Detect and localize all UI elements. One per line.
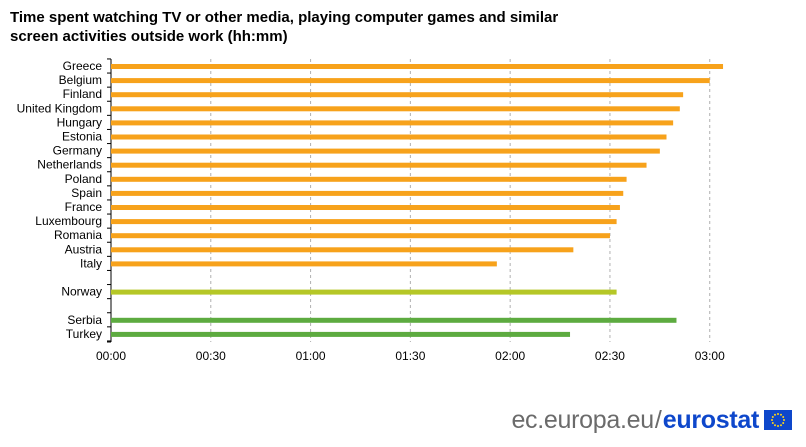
x-tick-label: 01:30 (395, 349, 425, 363)
bar-romania[interactable] (111, 233, 610, 239)
x-tick-label: 00:30 (196, 349, 226, 363)
x-tick-label: 02:00 (495, 349, 525, 363)
x-tick-label: 02:30 (595, 349, 625, 363)
category-label: France (65, 200, 103, 214)
category-label: Germany (53, 144, 102, 158)
category-label: Italy (80, 256, 102, 270)
bar-austria[interactable] (111, 247, 574, 253)
category-label: Belgium (59, 73, 102, 87)
bar-netherlands[interactable] (111, 162, 647, 168)
category-label: Romania (54, 228, 102, 242)
category-label: Hungary (57, 115, 102, 129)
category-label: Poland (65, 172, 102, 186)
eurostat-logo-text[interactable]: eurostat (662, 405, 760, 434)
category-label: Greece (63, 59, 103, 73)
footer-url[interactable]: ec.europa.eu (511, 405, 654, 434)
category-label: Serbia (67, 313, 102, 327)
bar-germany[interactable] (111, 148, 660, 154)
eu-flag-icon (764, 410, 792, 430)
category-label: Luxembourg (35, 214, 102, 228)
x-tick-label: 01:00 (296, 349, 326, 363)
bar-belgium[interactable] (111, 78, 710, 84)
bar-france[interactable] (111, 205, 620, 210)
chart-title: Time spent watching TV or other media, p… (10, 8, 650, 46)
bar-serbia[interactable] (111, 317, 677, 323)
bar-hungary[interactable] (111, 120, 674, 126)
category-label: Norway (61, 285, 102, 299)
x-tick-label: 00:00 (96, 349, 126, 363)
category-label: Turkey (66, 327, 102, 341)
bar-greece[interactable] (111, 64, 724, 69)
eurostat-footer: ec.europa.eu / eurostat (511, 405, 792, 435)
chart-title-line-1: Time spent watching TV or other media, p… (10, 9, 559, 26)
category-label: Estonia (62, 130, 102, 144)
bar-spain[interactable] (111, 190, 624, 196)
category-label: Austria (65, 242, 103, 256)
category-label: Spain (71, 186, 102, 200)
category-label: Netherlands (37, 158, 102, 172)
bar-turkey[interactable] (111, 331, 571, 337)
bar-united-kingdom[interactable] (111, 106, 680, 112)
bar-poland[interactable] (111, 176, 627, 182)
bar-finland[interactable] (111, 92, 684, 98)
bar-luxembourg[interactable] (111, 219, 617, 225)
bar-italy[interactable] (111, 261, 497, 267)
x-tick-label: 03:00 (695, 349, 725, 363)
bar-estonia[interactable] (111, 134, 667, 140)
chart-title-line-2: screen activities outside work (hh:mm) (10, 28, 288, 45)
bar-norway[interactable] (111, 289, 617, 295)
footer-separator: / (654, 405, 662, 434)
category-label: Finland (63, 87, 102, 101)
category-label: United Kingdom (17, 101, 102, 115)
